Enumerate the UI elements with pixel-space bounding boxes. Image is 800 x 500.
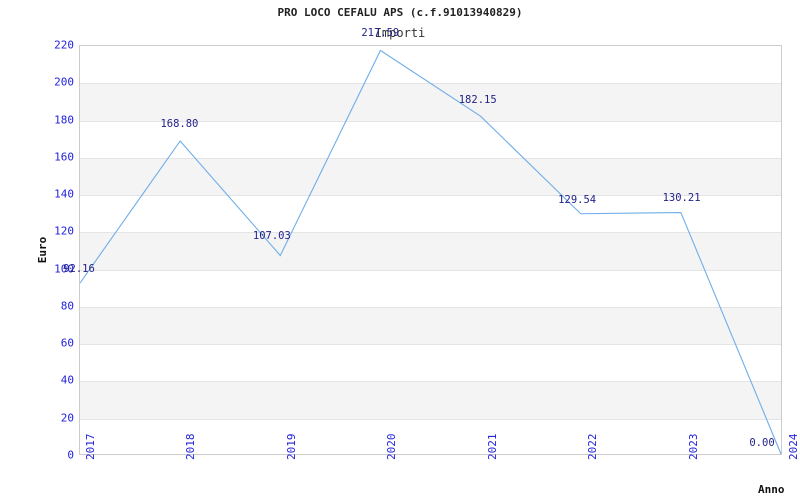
gridline: [80, 381, 781, 383]
gridline: [80, 195, 781, 197]
gridline: [80, 344, 781, 346]
x-axis-tick-label: 2018: [184, 433, 198, 461]
x-axis-tick-label: 2021: [485, 433, 499, 461]
background-band: [80, 306, 781, 345]
y-axis-tick-label: 60: [60, 336, 74, 350]
data-point-label: 92.16: [63, 263, 95, 276]
y-axis-tick-label: 100: [54, 262, 74, 276]
background-band: [80, 232, 781, 270]
x-axis-tick-label: 2023: [686, 433, 700, 461]
y-axis-tick-label: 120: [54, 224, 74, 238]
y-axis-tick-label: 180: [54, 113, 74, 127]
data-point-label: 0.00: [749, 437, 775, 449]
x-axis-tick-label: 2020: [385, 433, 399, 461]
y-axis-tick-label: 40: [60, 373, 74, 387]
gridline: [80, 232, 781, 234]
data-point-label: 182.15: [458, 93, 497, 106]
y-axis-tick-label: 0: [67, 448, 74, 462]
data-point-label: 217.59: [361, 27, 400, 40]
data-point-label: 168.80: [160, 118, 199, 131]
data-point-label: 107.03: [252, 229, 291, 242]
gridline: [80, 306, 781, 308]
x-axis-tick-label: 2024: [787, 433, 800, 461]
y-axis-tick-labels: 0 20 40 60 80 100 120 140 160 180 200 220: [0, 0, 74, 500]
x-axis-tick-label: 2022: [586, 433, 600, 461]
background-band: [80, 157, 781, 196]
gridline: [80, 418, 781, 420]
y-axis-tick-label: 80: [60, 299, 74, 313]
plot-area: [79, 45, 782, 455]
background-band: [80, 83, 781, 121]
y-axis-tick-label: 20: [60, 411, 74, 425]
chart-subtitle: Importi: [374, 26, 426, 40]
data-point-label: 130.21: [662, 192, 701, 205]
y-axis-title: Euro: [36, 236, 49, 264]
series-line-importi: [80, 46, 781, 454]
gridline: [80, 157, 781, 159]
gridline: [80, 120, 781, 122]
data-point-label: 129.54: [558, 193, 597, 206]
x-axis-title: Anno: [758, 483, 785, 496]
y-axis-tick-label: 140: [54, 187, 74, 201]
gridline: [80, 269, 781, 271]
y-axis-tick-label: 200: [54, 75, 74, 89]
series-polyline: [80, 50, 781, 454]
background-band: [80, 381, 781, 419]
y-axis-tick-label: 160: [54, 150, 74, 164]
chart-title: PRO LOCO CEFALU APS (c.f.91013940829): [277, 6, 523, 19]
y-axis-tick-label: 220: [54, 38, 74, 52]
x-axis-tick-label: 2017: [84, 433, 97, 461]
x-axis-tick-label: 2019: [284, 433, 298, 461]
